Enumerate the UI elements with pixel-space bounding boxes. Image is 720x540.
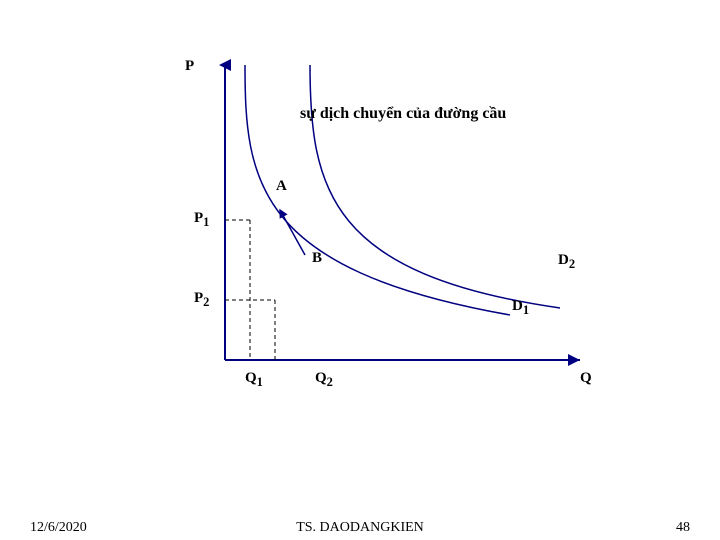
- label-d2: D2: [558, 252, 575, 272]
- label-point-b: B: [312, 250, 322, 267]
- x-axis-label: Q: [580, 370, 592, 387]
- shift-arrow: [280, 210, 305, 255]
- label-p2: P2: [194, 290, 209, 310]
- curve-d2: [310, 65, 560, 308]
- demand-shift-diagram: P Q sự dịch chuyển của đường cầu P1 P2 Q…: [150, 60, 590, 430]
- label-p1: P1: [194, 210, 209, 230]
- diagram-title: sự dịch chuyển của đường cầu: [300, 105, 506, 123]
- label-point-a: A: [276, 178, 287, 195]
- footer-author: TS. DAODANGKIEN: [0, 520, 720, 536]
- y-axis-label: P: [185, 58, 194, 75]
- footer-page: 48: [676, 520, 690, 536]
- label-q1: Q1: [245, 370, 263, 390]
- label-q2: Q2: [315, 370, 333, 390]
- label-d1: D1: [512, 298, 529, 318]
